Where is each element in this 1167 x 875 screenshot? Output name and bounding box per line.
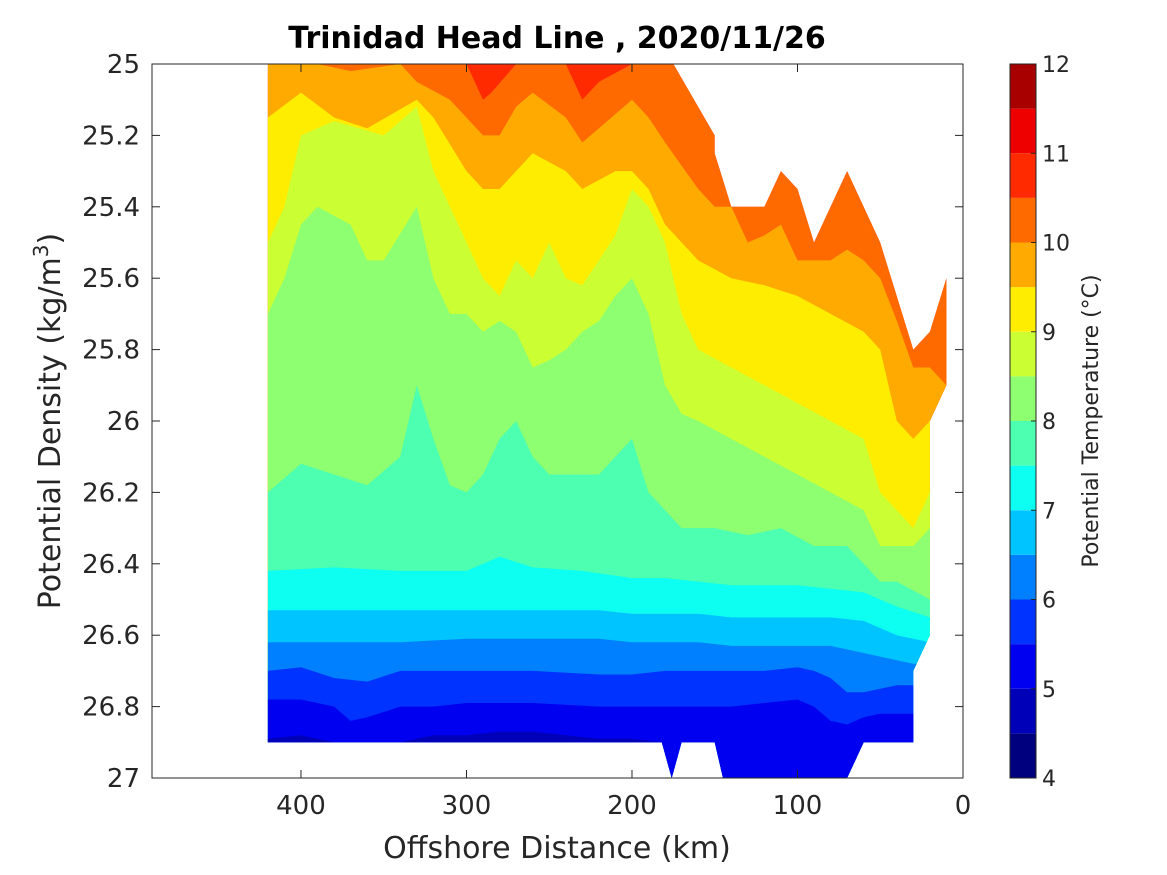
- colorbar-tick-label: 6: [1042, 589, 1056, 614]
- colorbar-swatch: [1010, 64, 1036, 109]
- colorbar-tick-label: 11: [1042, 142, 1070, 167]
- y-tick-label: 26.8: [82, 693, 140, 723]
- colorbar-tick-label: 4: [1042, 767, 1056, 792]
- colorbar-tick-label: 5: [1042, 678, 1056, 703]
- x-tick-label: 300: [442, 791, 492, 821]
- colorbar-tick-label: 10: [1042, 232, 1070, 257]
- colorbar: 4 5 6 7 8 9 10 11 12: [1009, 53, 1070, 792]
- colorbar-swatch: [1010, 510, 1036, 555]
- colorbar-swatch: [1010, 733, 1036, 778]
- colorbar-label: Potential Temperature (°C): [1079, 274, 1104, 567]
- plot-area: [267, 64, 947, 778]
- colorbar-swatch: [1010, 287, 1036, 332]
- y-axis: 25 25.2 25.4 25.6 25.8 26 26.2 26.4 26.6 26.8 27: [82, 50, 963, 794]
- chart-title: Trinidad Head Line , 2020/11/26: [288, 21, 825, 56]
- y-tick-label: 25.6: [82, 264, 140, 294]
- contour-bands: [267, 64, 947, 778]
- y-tick-label: 26: [107, 407, 140, 437]
- x-tick-label: 100: [773, 791, 823, 821]
- colorbar-swatch: [1010, 688, 1036, 734]
- colorbar-swatch: [1010, 465, 1036, 511]
- colorbar-swatch: [1010, 644, 1036, 689]
- colorbar-swatch: [1010, 554, 1036, 600]
- x-axis-label: Offshore Distance (km): [383, 831, 731, 866]
- y-tick-label: 26.2: [82, 478, 140, 508]
- colorbar-swatch: [1010, 153, 1036, 198]
- y-tick-label: 25.4: [82, 193, 140, 223]
- y-axis-label: Potential Density (kg/m3): [29, 233, 68, 609]
- colorbar-swatch: [1010, 108, 1036, 154]
- y-tick-label: 25.2: [82, 121, 140, 151]
- colorbar-tick-label: 7: [1042, 499, 1056, 524]
- colorbar-swatch: [1010, 242, 1036, 288]
- colorbar-tick-label: 12: [1042, 53, 1070, 78]
- y-tick-label: 25.8: [82, 336, 140, 366]
- colorbar-swatch: [1010, 421, 1036, 466]
- colorbar-swatch: [1010, 331, 1036, 377]
- colorbar-tick-label: 8: [1042, 410, 1056, 435]
- colorbar-swatch: [1010, 599, 1036, 645]
- x-axis: 400 300 200 100 0: [276, 64, 971, 821]
- y-tick-label: 27: [107, 764, 140, 794]
- y-tick-label: 25: [107, 50, 140, 80]
- x-tick-label: 200: [607, 791, 657, 821]
- y-tick-label: 26.4: [82, 550, 140, 580]
- colorbar-swatch: [1010, 376, 1036, 421]
- x-tick-label: 0: [955, 791, 972, 821]
- colorbar-tick-label: 9: [1042, 321, 1056, 346]
- colorbar-swatch: [1010, 197, 1036, 243]
- y-tick-label: 26.6: [82, 621, 140, 651]
- x-tick-label: 400: [276, 791, 326, 821]
